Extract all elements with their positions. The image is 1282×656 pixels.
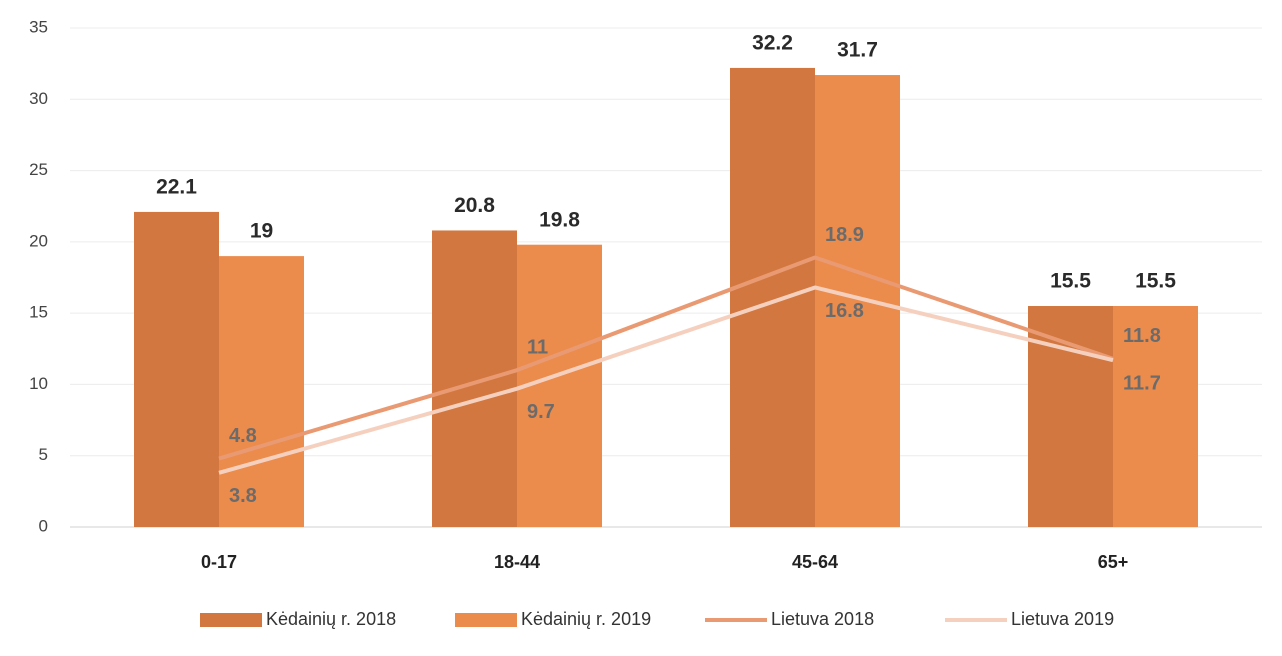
bar-label: 32.2 xyxy=(752,31,793,54)
y-tick-label: 25 xyxy=(29,160,48,179)
legend-label: Lietuva 2018 xyxy=(771,609,874,629)
y-tick-label: 5 xyxy=(39,445,48,464)
line-label: 16.8 xyxy=(825,300,864,322)
y-tick-label: 10 xyxy=(29,374,48,393)
x-tick-label: 18-44 xyxy=(494,552,540,572)
x-tick-label: 0-17 xyxy=(201,552,237,572)
bar xyxy=(219,256,304,527)
bar-label: 15.5 xyxy=(1135,270,1176,293)
bar xyxy=(1028,306,1113,527)
legend-label: Lietuva 2019 xyxy=(1011,609,1114,629)
line-label: 11 xyxy=(527,336,548,358)
bar xyxy=(1113,306,1198,527)
line xyxy=(218,255,1114,461)
y-tick-label: 35 xyxy=(29,17,48,36)
x-tick-label: 65+ xyxy=(1098,552,1129,572)
y-tick-label: 20 xyxy=(29,231,48,250)
bar-label: 31.7 xyxy=(837,39,878,62)
legend-swatch xyxy=(455,613,517,627)
line-label: 11.7 xyxy=(1123,372,1161,394)
bar xyxy=(815,75,900,527)
legend-swatch xyxy=(200,613,262,627)
bar xyxy=(730,67,815,528)
line-label: 4.8 xyxy=(229,425,257,447)
y-tick-label: 15 xyxy=(29,303,48,322)
bar-label: 19 xyxy=(250,220,273,243)
bar-label: 22.1 xyxy=(156,175,197,198)
bar-label: 15.5 xyxy=(1050,270,1091,293)
legend-label: Kėdainių r. 2018 xyxy=(266,609,396,629)
bar xyxy=(134,211,219,527)
line xyxy=(218,285,1114,475)
line-label: 18.9 xyxy=(825,224,864,246)
x-tick-label: 45-64 xyxy=(792,552,838,572)
line-label: 3.8 xyxy=(229,485,257,507)
bar xyxy=(432,230,517,528)
y-tick-label: 0 xyxy=(39,516,48,535)
y-tick-label: 30 xyxy=(29,89,48,108)
bar-label: 20.8 xyxy=(454,194,495,217)
line-label: 11.8 xyxy=(1123,325,1161,347)
legend-label: Kėdainių r. 2019 xyxy=(521,609,651,629)
bar-label: 19.8 xyxy=(539,208,580,231)
line-label: 9.7 xyxy=(527,401,555,423)
